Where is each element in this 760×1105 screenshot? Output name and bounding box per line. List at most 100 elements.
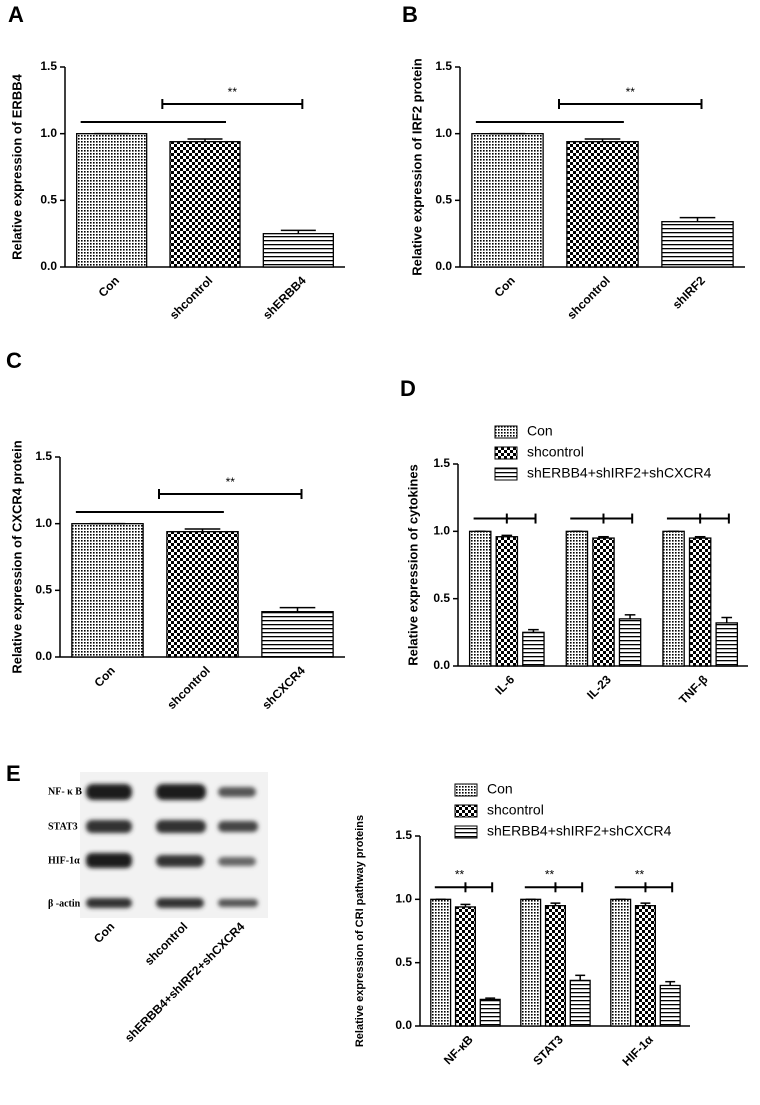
panel-letter: E xyxy=(6,761,21,786)
y-tick-label: 1.0 xyxy=(35,516,52,530)
x-tick-label: TNF-β xyxy=(676,672,710,706)
y-tick-label: 0.0 xyxy=(435,259,452,273)
bar xyxy=(634,905,656,1027)
bar xyxy=(471,133,544,268)
bar xyxy=(592,537,615,667)
x-tick-label: IL-6 xyxy=(492,672,517,697)
bar xyxy=(688,537,712,667)
y-tick-label: 1.5 xyxy=(40,59,57,73)
y-axis-label: Relative expression of IRF2 protein xyxy=(409,58,424,276)
legend-swatch xyxy=(454,825,478,839)
y-axis-label: Relative expression of cytokines xyxy=(405,464,420,666)
y-tick-label: 1.0 xyxy=(40,126,57,140)
error-bar xyxy=(485,997,496,1000)
error-bar xyxy=(584,138,621,142)
x-tick-label: shcontrol xyxy=(167,273,216,322)
legend-swatch xyxy=(494,425,518,439)
bar xyxy=(468,530,492,667)
y-tick-label: 0.5 xyxy=(35,583,52,597)
bar xyxy=(479,998,501,1027)
y-tick-label: 1.5 xyxy=(435,59,452,73)
panel-letter: D xyxy=(400,376,416,401)
legend-label: shERBB4+shIRF2+shCXCR4 xyxy=(487,823,672,839)
blot-lane-label: shcontrol xyxy=(142,919,191,968)
x-tick-label: shcontrol xyxy=(164,663,213,712)
bar xyxy=(261,611,334,658)
error-bar xyxy=(528,628,539,633)
y-tick-label: 0.0 xyxy=(395,1018,412,1032)
y-tick-label: 1.0 xyxy=(435,126,452,140)
significance: ** xyxy=(226,475,236,489)
bar xyxy=(166,531,239,658)
bar xyxy=(71,523,144,658)
bar xyxy=(659,984,681,1027)
error-bar xyxy=(721,616,733,623)
error-bar xyxy=(624,614,636,619)
y-tick-label: 0.0 xyxy=(40,259,57,273)
y-tick-label: 0.0 xyxy=(35,649,52,663)
error-bar xyxy=(501,534,513,537)
y-tick-label: 1.0 xyxy=(395,892,412,906)
blot-lane-label: Con xyxy=(91,919,117,945)
y-tick-label: 0.0 xyxy=(433,658,450,672)
x-tick-label: shIRF2 xyxy=(670,273,708,311)
error-bar xyxy=(598,535,609,539)
error-bar xyxy=(575,974,586,981)
legend-label: Con xyxy=(487,781,513,797)
x-tick-label: Con xyxy=(91,663,117,689)
panel-letter: B xyxy=(402,2,418,27)
blot-row-label: NF- κ B xyxy=(48,786,82,797)
error-bar xyxy=(640,902,651,906)
legend-swatch xyxy=(494,467,518,481)
legend-label: Con xyxy=(527,423,553,439)
x-tick-label: IL-23 xyxy=(584,672,614,702)
x-tick-label: shERBB4 xyxy=(260,273,309,322)
bar xyxy=(495,536,519,667)
bar xyxy=(566,141,639,268)
error-bar xyxy=(279,606,316,612)
bar xyxy=(610,898,632,1027)
error-bar xyxy=(187,138,223,142)
bar xyxy=(565,530,589,667)
legend-swatch xyxy=(494,446,518,460)
y-axis-label: Relative expression of ERBB4 xyxy=(9,73,24,259)
significance: ** xyxy=(545,867,555,881)
legend-swatch xyxy=(454,804,478,818)
y-tick-label: 0.5 xyxy=(435,193,452,207)
bar xyxy=(661,221,734,268)
x-tick-label: Con xyxy=(491,273,517,299)
x-tick-label: Con xyxy=(96,273,122,299)
bar xyxy=(169,141,241,268)
bar xyxy=(520,898,542,1027)
significance: ** xyxy=(455,867,465,881)
blot-row-label: HIF-1α xyxy=(48,855,80,866)
y-tick-label: 0.5 xyxy=(395,955,412,969)
y-axis-label: Relative expression of CRI pathway prote… xyxy=(354,815,366,1047)
significance: ** xyxy=(228,85,238,99)
bar xyxy=(662,530,685,667)
y-tick-label: 1.0 xyxy=(433,524,450,538)
y-axis-label: Relative expression of CXCR4 protein xyxy=(9,440,24,673)
legend-label: shcontrol xyxy=(487,802,544,818)
error-bar xyxy=(679,216,716,222)
bar xyxy=(715,622,739,667)
bar xyxy=(454,906,476,1027)
blot-lane-label: shERBB4+shIRF2+shCXCR4 xyxy=(122,919,248,1045)
legend-label: shcontrol xyxy=(527,444,584,460)
blot-row-label: β -actin xyxy=(48,898,81,909)
error-bar xyxy=(694,535,706,539)
y-tick-label: 1.5 xyxy=(395,828,412,842)
blot-image xyxy=(80,772,268,918)
bar xyxy=(430,898,452,1027)
x-tick-label: shcontrol xyxy=(564,273,613,322)
x-tick-label: NF-κB xyxy=(441,1032,476,1067)
panel-letter: A xyxy=(8,2,24,27)
error-bar xyxy=(460,903,471,907)
x-tick-label: STAT3 xyxy=(530,1032,566,1068)
bar xyxy=(76,133,148,268)
bar xyxy=(262,233,334,268)
y-tick-label: 0.5 xyxy=(433,591,450,605)
bar xyxy=(544,905,566,1027)
x-tick-label: shCXCR4 xyxy=(259,663,308,712)
